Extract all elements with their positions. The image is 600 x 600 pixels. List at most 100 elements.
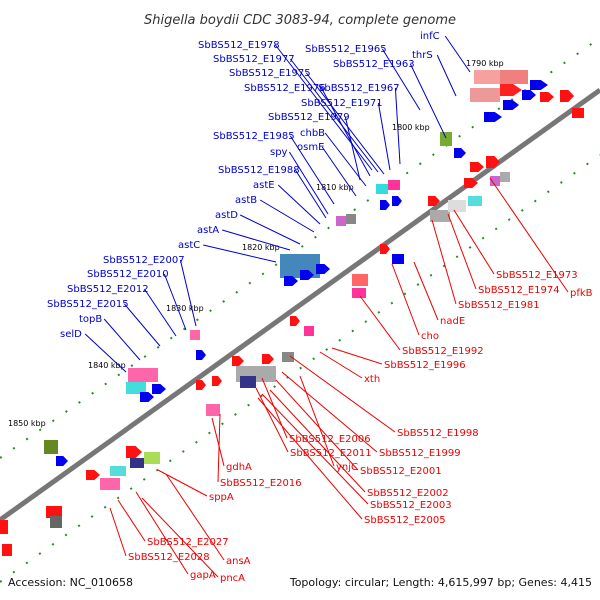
gene-block[interactable]: [430, 210, 450, 222]
gene-label[interactable]: sppA: [209, 492, 234, 503]
gene-label[interactable]: SbBS512_E1975: [229, 68, 311, 79]
gene-label[interactable]: SbBS512_E1979: [268, 112, 350, 123]
gene-block[interactable]: [392, 254, 404, 264]
gene-label[interactable]: pncA: [220, 573, 245, 584]
gene-block[interactable]: [388, 180, 400, 190]
gene-label[interactable]: SbBS512_E1977: [213, 54, 295, 65]
gene-label[interactable]: SbBS512_E1971: [301, 98, 383, 109]
gene-block[interactable]: [190, 330, 200, 340]
gene-block[interactable]: [44, 440, 58, 454]
gene-arrow[interactable]: [126, 446, 142, 458]
gene-label[interactable]: astA: [197, 225, 219, 236]
gene-block[interactable]: [206, 404, 220, 416]
gene-block[interactable]: [128, 368, 158, 382]
gene-label[interactable]: ansA: [226, 556, 251, 567]
gene-label[interactable]: SbBS512_E2012: [67, 284, 149, 295]
gene-block[interactable]: [50, 516, 62, 528]
gene-block[interactable]: [500, 70, 528, 84]
gene-label[interactable]: SbBS512_E2028: [128, 552, 210, 563]
gene-label[interactable]: SbBS512_E1963: [333, 59, 415, 70]
gene-label[interactable]: SbBS512_E2015: [47, 299, 129, 310]
gene-arrow[interactable]: [86, 470, 100, 480]
gene-block[interactable]: [126, 382, 146, 394]
gene-arrow[interactable]: [212, 376, 222, 386]
gene-arrow[interactable]: [530, 80, 548, 90]
gene-arrow[interactable]: [316, 264, 330, 274]
gene-block[interactable]: [468, 196, 482, 206]
gene-label[interactable]: SbBS512_E1985: [213, 131, 295, 142]
gene-arrow[interactable]: [428, 196, 440, 206]
gene-block[interactable]: [144, 452, 160, 464]
gene-block[interactable]: [100, 478, 120, 490]
gene-label[interactable]: ynjC: [336, 462, 358, 473]
gene-label[interactable]: SbBS512_E2027: [147, 537, 229, 548]
gene-label[interactable]: SbBS512_E2011: [290, 448, 372, 459]
gene-arrow[interactable]: [470, 162, 484, 172]
gene-label[interactable]: xth: [364, 374, 380, 385]
gene-label[interactable]: SbBS512_E1996: [384, 360, 466, 371]
gene-label[interactable]: infC: [420, 31, 440, 42]
gene-arrow[interactable]: [56, 456, 68, 466]
gene-arrow[interactable]: [540, 92, 554, 102]
gene-arrow[interactable]: [300, 270, 314, 280]
gene-block[interactable]: [0, 520, 8, 534]
gene-arrow[interactable]: [500, 84, 522, 96]
gene-arrow[interactable]: [290, 316, 300, 326]
gene-label[interactable]: SbBS512_E1978: [198, 40, 280, 51]
gene-label[interactable]: SbBS512_E2010: [87, 269, 169, 280]
upper-gene-labels[interactable]: infC thrS SbBS512_E1965 SbBS512_E1963 SbBS51…: [47, 31, 440, 340]
gene-label[interactable]: osmE: [297, 142, 324, 153]
gene-label[interactable]: nadE: [440, 316, 465, 327]
gene-block[interactable]: [282, 352, 294, 362]
gene-label[interactable]: SbBS512_E1998: [397, 428, 479, 439]
gene-arrow[interactable]: [284, 276, 298, 286]
gene-label[interactable]: selD: [60, 329, 82, 340]
gene-label[interactable]: pfkB: [570, 288, 593, 299]
gene-block[interactable]: [440, 132, 452, 146]
gene-arrow[interactable]: [262, 354, 274, 364]
gene-arrow[interactable]: [560, 90, 574, 102]
gene-label[interactable]: astD: [215, 210, 238, 221]
gene-arrow[interactable]: [392, 196, 402, 206]
gene-label[interactable]: SbBS512_E2007: [103, 255, 185, 266]
gene-block[interactable]: [352, 288, 366, 298]
gene-block[interactable]: [240, 376, 256, 388]
gene-block[interactable]: [46, 506, 62, 518]
gene-label[interactable]: astE: [253, 180, 275, 191]
gene-block[interactable]: [376, 184, 388, 194]
gene-arrow[interactable]: [454, 148, 466, 158]
gene-arrow[interactable]: [522, 90, 536, 100]
gene-label[interactable]: SbBS512_E2001: [360, 466, 442, 477]
gene-label[interactable]: SbBS512_E2002: [367, 488, 449, 499]
gene-block[interactable]: [352, 274, 368, 286]
gene-label[interactable]: SbBS512_E1999: [379, 448, 461, 459]
gene-arrow[interactable]: [232, 356, 244, 366]
gene-label[interactable]: SbBS512_E1973: [496, 270, 578, 281]
gene-features[interactable]: [0, 70, 584, 556]
gene-label[interactable]: SbBS512_E1992: [402, 346, 484, 357]
gene-label[interactable]: astB: [235, 195, 257, 206]
gene-label[interactable]: SbBS512_E1965: [305, 44, 387, 55]
gene-block[interactable]: [2, 544, 12, 556]
gene-label[interactable]: SbBS512_E2003: [370, 500, 452, 511]
gene-block[interactable]: [474, 70, 504, 84]
gene-block[interactable]: [346, 214, 356, 224]
gene-label[interactable]: astC: [178, 240, 200, 251]
gene-label[interactable]: SbBS512_E1976: [244, 83, 326, 94]
gene-label[interactable]: SbBS512_E1974: [478, 285, 560, 296]
gene-block[interactable]: [304, 326, 314, 336]
gene-label[interactable]: SbBS512_E2006: [289, 434, 371, 445]
gene-label[interactable]: spy: [270, 147, 288, 158]
gene-arrow[interactable]: [486, 156, 500, 168]
gene-label[interactable]: topB: [79, 314, 102, 325]
gene-block[interactable]: [448, 200, 466, 212]
gene-block[interactable]: [130, 458, 144, 468]
gene-block[interactable]: [470, 88, 500, 102]
gene-block[interactable]: [110, 466, 126, 476]
gene-label[interactable]: gdhA: [226, 462, 252, 473]
gene-arrow[interactable]: [484, 112, 502, 122]
gene-arrow[interactable]: [152, 384, 166, 394]
gene-arrow[interactable]: [503, 100, 519, 110]
gene-block[interactable]: [572, 108, 584, 118]
